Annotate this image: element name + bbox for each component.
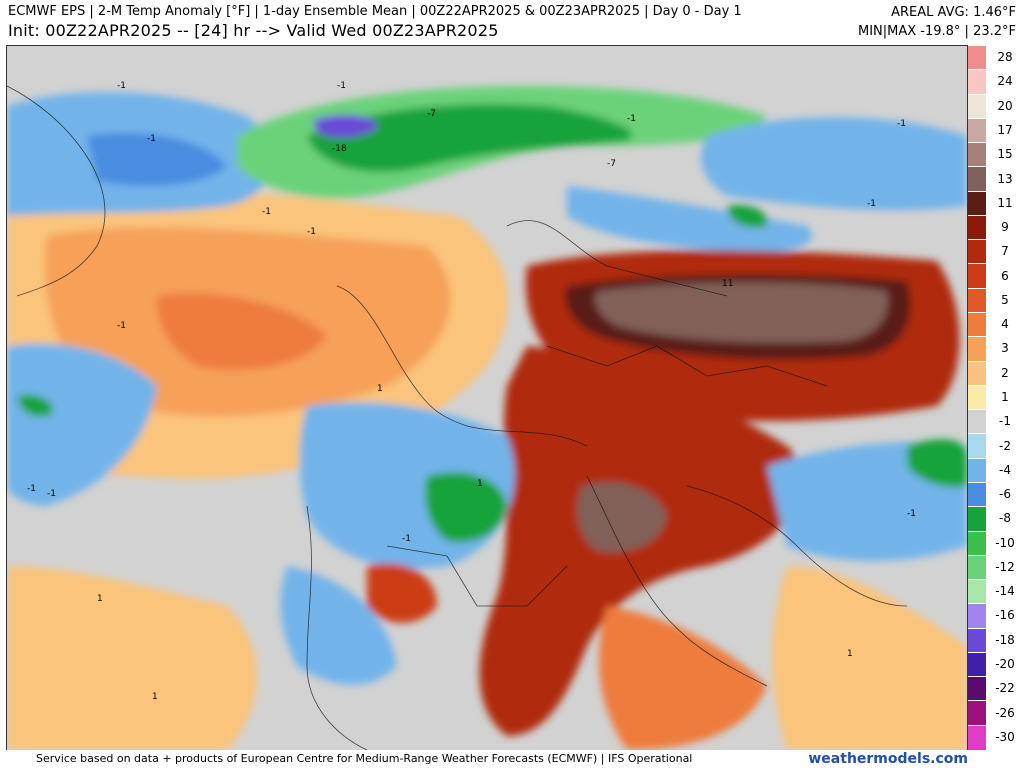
legend-swatch xyxy=(968,384,986,410)
legend-label: 17 xyxy=(997,122,1013,137)
legend-label: 7 xyxy=(1001,244,1009,259)
legend-swatch xyxy=(968,724,986,750)
legend-swatch xyxy=(968,603,986,629)
contour-label: -1 xyxy=(867,199,876,209)
legend-label: 6 xyxy=(1001,268,1009,283)
legend-swatch xyxy=(968,676,986,702)
legend-label: -12 xyxy=(995,559,1015,574)
legend-label: 28 xyxy=(997,50,1013,65)
legend-label: 5 xyxy=(1001,292,1009,307)
legend-swatch xyxy=(968,117,986,143)
contour-label: -1 xyxy=(402,534,411,544)
map-title: ECMWF EPS | 2-M Temp Anomaly [°F] | 1-da… xyxy=(8,4,742,19)
legend-label: -6 xyxy=(999,487,1011,502)
legend-swatch xyxy=(968,409,986,435)
legend-label: 24 xyxy=(997,74,1013,89)
legend-label: 4 xyxy=(1001,317,1009,332)
legend-swatch xyxy=(968,579,986,605)
contour-label: -1 xyxy=(262,207,271,217)
legend-swatch xyxy=(968,166,986,192)
color-legend: 28 24 20 17 15 13 11 9 7 6 5 4 3 2 1 -1 -2 -4 -6 -8 -10 -12 -1… xyxy=(968,45,1024,750)
legend-swatch xyxy=(968,69,986,95)
contour-label: 1 xyxy=(477,479,483,489)
legend-swatch xyxy=(968,433,986,459)
contour-label: 1 xyxy=(152,692,158,702)
legend-label: -22 xyxy=(995,681,1015,696)
legend-label: -10 xyxy=(995,535,1015,550)
legend-label: 9 xyxy=(1001,220,1009,235)
legend-label: -16 xyxy=(995,608,1015,623)
legend-swatch xyxy=(968,312,986,338)
legend-swatch xyxy=(968,287,986,313)
legend-label: 20 xyxy=(997,98,1013,113)
contour-label: -1 xyxy=(897,119,906,129)
legend-label: -14 xyxy=(995,584,1015,599)
contour-label: -7 xyxy=(427,109,436,119)
legend-label: 2 xyxy=(1001,365,1009,380)
legend-swatch xyxy=(968,506,986,532)
legend-label: -26 xyxy=(995,705,1015,720)
legend-label: 15 xyxy=(997,147,1013,162)
legend-swatch xyxy=(968,336,986,362)
legend-swatch xyxy=(968,263,986,289)
legend-swatch xyxy=(968,45,986,70)
legend-swatch xyxy=(968,142,986,168)
legend-label: 3 xyxy=(1001,341,1009,356)
contour-label: 1 xyxy=(97,594,103,604)
brand-watermark: weathermodels.com xyxy=(808,751,968,767)
footer: Service based on data + products of Euro… xyxy=(0,750,1024,768)
legend-label: 1 xyxy=(1001,390,1009,404)
legend-label: -2 xyxy=(999,438,1011,453)
contour-label: -1 xyxy=(307,227,316,237)
legend-swatch xyxy=(968,651,986,677)
contour-label: -1 xyxy=(627,114,636,124)
contour-label: 1 xyxy=(377,384,383,394)
contour-label: -1 xyxy=(47,489,56,499)
min-max: MIN|MAX -19.8° | 23.2°F xyxy=(857,24,1016,39)
legend-swatch xyxy=(968,239,986,265)
legend-label: 11 xyxy=(997,195,1013,210)
contour-label: -1 xyxy=(147,134,156,144)
contour-label: -1 xyxy=(907,509,916,519)
header: ECMWF EPS | 2-M Temp Anomaly [°F] | 1-da… xyxy=(0,0,1024,44)
anomaly-map-canvas: -1 -1 -1 -7 -7 -18 -1 -1 -1 -1 -1 -1 -1 … xyxy=(7,46,967,750)
contour-label: -1 xyxy=(27,484,36,494)
contour-label: 11 xyxy=(722,279,733,289)
legend-swatch xyxy=(968,457,986,483)
areal-average: AREAL AVG: 1.46°F xyxy=(891,5,1016,20)
legend-swatch xyxy=(968,627,986,653)
legend-label: -8 xyxy=(999,511,1011,526)
legend-swatch xyxy=(968,214,986,240)
contour-label: -1 xyxy=(117,321,126,331)
contour-label: -18 xyxy=(332,144,347,154)
contour-label: -7 xyxy=(607,159,616,169)
anomaly-map: -1 -1 -1 -7 -7 -18 -1 -1 -1 -1 -1 -1 -1 … xyxy=(6,45,968,751)
legend-label: 13 xyxy=(997,171,1013,186)
legend-swatch xyxy=(968,481,986,507)
legend-swatch xyxy=(968,360,986,386)
legend-swatch xyxy=(968,700,986,726)
legend-label: -1 xyxy=(999,414,1011,429)
data-credit: Service based on data + products of Euro… xyxy=(36,752,693,765)
init-valid-line: Init: 00Z22APR2025 -- [24] hr --> Valid … xyxy=(8,21,499,40)
legend-swatch xyxy=(968,554,986,580)
legend-label: -30 xyxy=(995,729,1015,744)
contour-label: -1 xyxy=(337,81,346,91)
legend-swatch xyxy=(968,530,986,556)
legend-label: -18 xyxy=(995,632,1015,647)
contour-label: 1 xyxy=(847,649,853,659)
legend-swatch xyxy=(968,93,986,119)
contour-label: -1 xyxy=(117,81,126,91)
legend-label: -4 xyxy=(999,462,1011,477)
legend-label: -20 xyxy=(995,657,1015,672)
legend-swatch xyxy=(968,190,986,216)
